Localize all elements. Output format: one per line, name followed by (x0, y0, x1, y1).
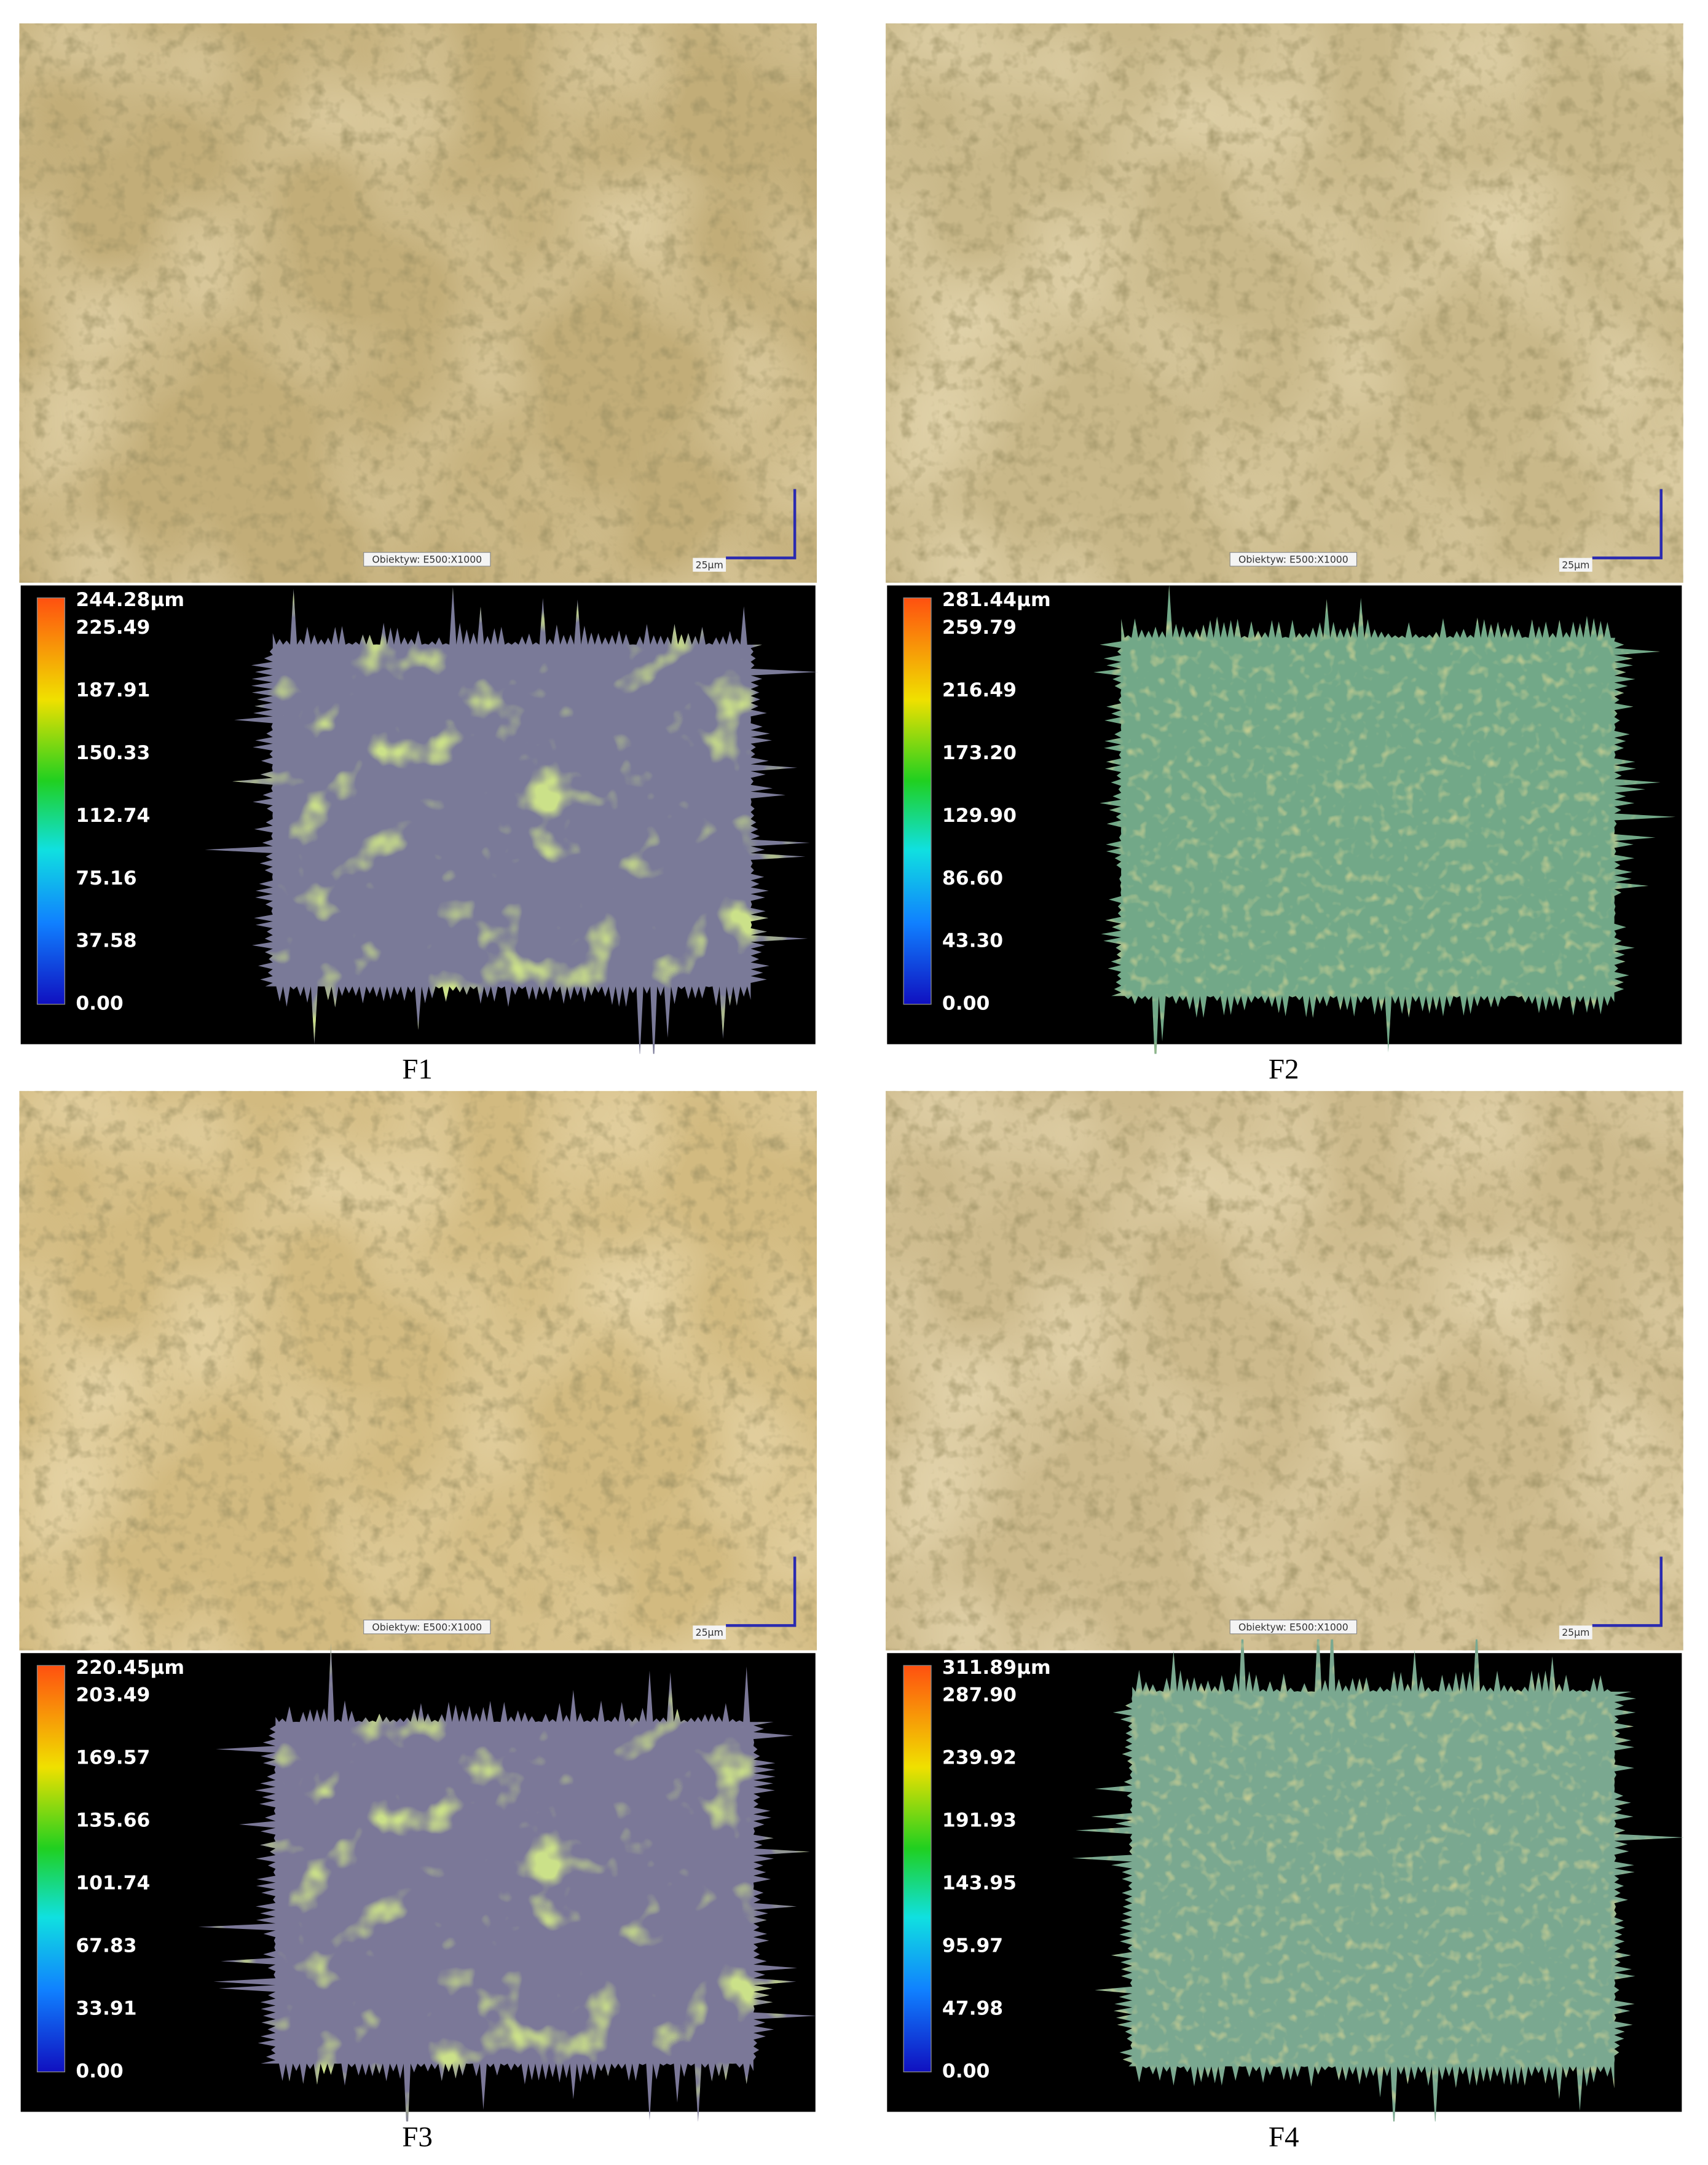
color-scale-label: 75.16 (76, 867, 136, 889)
color-scale-label: 311.89µm (942, 1657, 1051, 1679)
micrograph: Obiektyw: E500:X1000 25µm (19, 23, 817, 583)
color-scale: 220.45µm 203.49 169.57 135.66 101.74 67.83 33.… (36, 1657, 184, 2083)
color-scale-label: 191.93 (942, 1810, 1017, 1832)
color-scale-label: 0.00 (76, 993, 123, 1015)
scale-box (693, 1625, 726, 1639)
color-scale-label: 129.90 (942, 805, 1017, 827)
surface-peaks (1093, 584, 1676, 1054)
color-scale-label: 143.95 (942, 1872, 1017, 1895)
micrograph: Obiektyw: E500:X1000 25µm (886, 1090, 1683, 1650)
color-scale-label: 86.60 (942, 867, 1003, 889)
micrograph-texture (886, 1090, 1683, 1650)
color-scale-label: 203.49 (76, 1684, 150, 1706)
color-scale-label: 239.92 (942, 1747, 1017, 1769)
objective-box (1229, 1619, 1358, 1635)
color-scale-label: 0.00 (942, 993, 990, 1015)
surface (198, 1643, 817, 2122)
micrograph-texture (19, 1090, 817, 1650)
objective-label: Obiektyw: E500:X1000 (1238, 1621, 1348, 1633)
color-bar (903, 597, 932, 1005)
panel: Obiektyw: E500:X1000 25µm 220.45µm 203.49 16… (19, 1090, 817, 2153)
color-scale-label: 47.98 (942, 1998, 1003, 2020)
color-scale-label: 281.44µm (942, 589, 1051, 611)
color-scale-label: 287.90 (942, 1684, 1017, 1706)
objective-box (363, 1619, 491, 1635)
color-scale-label: 0.00 (76, 2060, 123, 2083)
color-scale-label: 33.91 (76, 1998, 136, 2020)
color-scale-label: 43.30 (942, 930, 1003, 952)
color-bar (36, 597, 66, 1005)
height-map: 220.45µm 203.49 169.57 135.66 101.74 67.83 33.… (20, 1643, 817, 2122)
scale-bar (726, 489, 797, 559)
color-bar (36, 1665, 66, 2073)
surface (205, 587, 819, 1054)
color-scale-label: 135.66 (76, 1810, 150, 1832)
scale-box (1559, 558, 1592, 572)
panel: Obiektyw: E500:X1000 25µm 244.28µm 225.49 18… (19, 23, 819, 1086)
panel: Obiektyw: E500:X1000 25µm 311.89µm 287.90 23… (886, 1090, 1685, 2153)
color-scale-label: 225.49 (76, 617, 150, 639)
scale-bar (1592, 489, 1663, 559)
scale-bar-label: 25µm (1562, 1627, 1589, 1638)
height-map: 244.28µm 225.49 187.91 150.33 112.74 75.16 37.… (20, 585, 819, 1054)
scale-bar-label: 25µm (696, 1627, 723, 1638)
color-scale-label: 173.20 (942, 742, 1017, 764)
panel-label: F1 (402, 1054, 433, 1086)
color-scale-label: 216.49 (942, 679, 1017, 701)
color-scale: 244.28µm 225.49 187.91 150.33 112.74 75.16 37.… (36, 589, 184, 1015)
color-scale: 311.89µm 287.90 239.92 191.93 143.95 95.97 47.… (903, 1657, 1051, 2083)
surface-peaks (1072, 1639, 1685, 2122)
color-scale-label: 37.58 (76, 930, 136, 952)
panel-label: F4 (1269, 2121, 1299, 2153)
objective-label: Obiektyw: E500:X1000 (1238, 553, 1348, 565)
micrograph: Obiektyw: E500:X1000 25µm (886, 23, 1683, 583)
color-scale-label: 67.83 (76, 1935, 136, 1957)
color-scale-label: 150.33 (76, 742, 150, 764)
scale-bar (726, 1556, 797, 1627)
color-scale-label: 169.57 (76, 1747, 150, 1769)
color-scale-label: 101.74 (76, 1872, 150, 1895)
color-scale-label: 0.00 (942, 2060, 990, 2083)
objective-label: Obiektyw: E500:X1000 (372, 1621, 482, 1633)
objective-label: Obiektyw: E500:X1000 (372, 553, 482, 565)
micrograph-texture (19, 23, 817, 583)
panel-label: F3 (402, 2121, 433, 2153)
panel-label: F2 (1269, 1054, 1299, 1086)
surface-peaks (205, 587, 819, 1054)
scale-bar-label: 25µm (1562, 559, 1589, 570)
height-map: 311.89µm 287.90 239.92 191.93 143.95 95.97 47.… (887, 1639, 1685, 2122)
height-map: 281.44µm 259.79 216.49 173.20 129.90 86.60 43.… (887, 584, 1682, 1054)
color-scale-label: 244.28µm (76, 589, 184, 611)
color-scale-label: 220.45µm (76, 1657, 184, 1679)
color-scale: 281.44µm 259.79 216.49 173.20 129.90 86.60 43.… (903, 589, 1051, 1015)
color-scale-label: 187.91 (76, 679, 150, 701)
micrograph: Obiektyw: E500:X1000 25µm (19, 1090, 817, 1650)
surface (1072, 1639, 1685, 2122)
color-scale-label: 259.79 (942, 617, 1017, 639)
scale-box (693, 558, 726, 572)
objective-box (1229, 552, 1358, 567)
surface (1093, 584, 1676, 1054)
color-scale-label: 95.97 (942, 1935, 1003, 1957)
micrograph-texture (886, 23, 1683, 583)
scale-bar-label: 25µm (696, 559, 723, 570)
panel: Obiektyw: E500:X1000 25µm 281.44µm 259.79 21… (886, 23, 1683, 1086)
color-bar (903, 1665, 932, 2073)
surface-peaks (198, 1643, 817, 2122)
scale-bar (1592, 1556, 1663, 1627)
color-scale-label: 112.74 (76, 805, 150, 827)
objective-box (363, 552, 491, 567)
scale-box (1559, 1625, 1592, 1639)
